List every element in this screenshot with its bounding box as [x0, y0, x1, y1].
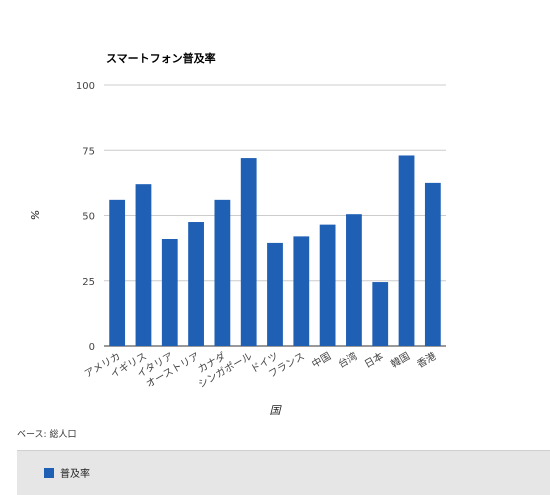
y-tick-label: 100: [76, 81, 95, 92]
bar: [372, 282, 389, 346]
base-note: ベース: 総人口: [17, 430, 77, 440]
x-tick-label: 日本: [362, 349, 386, 370]
bar: [346, 214, 362, 346]
bar: [293, 236, 310, 346]
bar: [267, 242, 283, 346]
bars: [109, 155, 441, 346]
legend: 普及率: [17, 450, 550, 495]
gridlines: [104, 84, 446, 347]
y-tick-label: 25: [82, 277, 95, 288]
y-axis-title: %: [29, 210, 42, 220]
bar: [240, 158, 257, 346]
legend-label: 普及率: [60, 469, 90, 480]
y-tick-labels: 0 25 50 75 100: [76, 81, 95, 353]
x-axis-title: 国: [270, 404, 283, 417]
bar: [109, 199, 126, 346]
bar: [398, 155, 415, 346]
bar: [188, 222, 204, 346]
x-tick-label: 台湾: [336, 349, 360, 370]
bar: [319, 224, 336, 346]
chart-title: スマートフォン普及率: [106, 51, 216, 65]
x-tick-label: 韓国: [389, 350, 412, 370]
x-tick-label: 香港: [415, 350, 438, 370]
bar: [135, 184, 152, 346]
y-tick-label: 75: [82, 146, 95, 157]
bar: [424, 182, 441, 346]
bar: [214, 199, 231, 346]
y-tick-label: 0: [89, 342, 95, 353]
y-tick-label: 50: [82, 212, 95, 223]
x-tick-label: 中国: [309, 349, 333, 370]
bar: [161, 238, 178, 346]
legend-swatch: [44, 468, 54, 478]
